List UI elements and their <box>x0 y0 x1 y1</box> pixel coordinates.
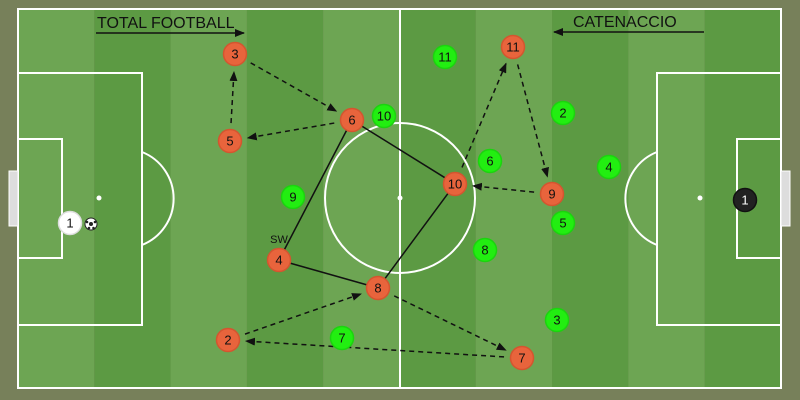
link-line <box>360 125 447 179</box>
orange-player-7-marker <box>509 345 535 371</box>
green-player-6[interactable]: 6 <box>477 148 503 174</box>
green-player-9[interactable]: 9 <box>280 184 306 210</box>
title-total-football: TOTAL FOOTBALL <box>97 15 235 32</box>
orange-player-7-number: 7 <box>518 351 525 366</box>
title-catenaccio: CATENACCIO <box>573 14 677 31</box>
left-goalkeeper-marker <box>57 210 83 236</box>
orange-player-4-marker <box>266 247 292 273</box>
orange-player-11[interactable]: 11 <box>500 34 526 60</box>
orange-player-11-number: 11 <box>506 40 520 55</box>
movement-lines <box>229 62 549 358</box>
pitch-stripe <box>475 9 553 388</box>
green-player-11-marker <box>432 44 458 70</box>
green-player-5-number: 5 <box>559 216 566 231</box>
orange-player-2-marker <box>215 327 241 353</box>
orange-player-10[interactable]: 10 <box>442 171 468 197</box>
orange-player-4[interactable]: 4 <box>266 247 292 273</box>
pitch-spots <box>96 195 703 201</box>
orange-player-11-marker <box>500 34 526 60</box>
movement-arrow <box>393 295 507 351</box>
orange-player-5-marker <box>217 128 243 154</box>
orange-player-10-marker <box>442 171 468 197</box>
orange-player-5[interactable]: 5 <box>217 128 243 154</box>
left-goal <box>8 170 19 227</box>
pitch-stripe <box>94 9 171 388</box>
left-goalkeeper-number: 1 <box>66 216 73 231</box>
green-player-11[interactable]: 11 <box>432 44 458 70</box>
green-player-4-number: 4 <box>605 160 612 175</box>
green-player-9-number: 9 <box>289 190 296 205</box>
link-line <box>289 262 368 286</box>
green-player-2-number: 2 <box>559 106 566 121</box>
orange-player-9-number: 9 <box>548 187 555 202</box>
green-player-6-marker <box>477 148 503 174</box>
green-player-2-marker <box>550 100 576 126</box>
green-player-6-number: 6 <box>486 154 493 169</box>
link-line <box>383 192 450 280</box>
orange-player-6[interactable]: 6 <box>339 107 365 133</box>
green-player-10[interactable]: 10 <box>371 103 397 129</box>
orange-player-3-marker <box>222 41 248 67</box>
orange-player-3[interactable]: 3 <box>222 41 248 67</box>
green-player-8-number: 8 <box>481 243 488 258</box>
green-player-10-marker <box>371 103 397 129</box>
movement-arrow <box>244 293 362 335</box>
orange-player-3-number: 3 <box>231 47 238 62</box>
green-player-8-marker <box>472 237 498 263</box>
orange-player-2[interactable]: 2 <box>215 327 241 353</box>
orange-player-4-number: 4 <box>275 253 282 268</box>
movement-arrow <box>471 182 535 193</box>
movement-arrow <box>250 62 338 112</box>
green-player-5-marker <box>550 210 576 236</box>
orange-player-2-number: 2 <box>224 333 231 348</box>
sweeper-label: SW <box>270 234 288 246</box>
orange-player-9-marker <box>539 181 565 207</box>
right-goalkeeper-number: 1 <box>741 193 748 208</box>
link-line <box>283 129 348 251</box>
goals <box>8 170 791 227</box>
orange-player-8-marker <box>365 275 391 301</box>
orange-player-8[interactable]: 8 <box>365 275 391 301</box>
pitch-stripe <box>18 9 95 388</box>
orange-player-6-number: 6 <box>348 113 355 128</box>
green-player-10-number: 10 <box>377 109 391 124</box>
green-player-3-marker <box>544 307 570 333</box>
movement-arrow <box>244 337 505 358</box>
movement-arrow <box>461 62 507 168</box>
soccer-ball-icon[interactable] <box>84 217 98 231</box>
orange-player-10-number: 10 <box>448 177 462 192</box>
orange-player-7[interactable]: 7 <box>509 345 535 371</box>
right-goalkeeper-marker <box>732 187 758 213</box>
green-player-7[interactable]: 7 <box>329 325 355 351</box>
green-player-3[interactable]: 3 <box>544 307 570 333</box>
green-player-3-number: 3 <box>553 313 560 328</box>
movement-arrow <box>516 64 549 178</box>
orange-player-5-number: 5 <box>226 134 233 149</box>
green-player-5[interactable]: 5 <box>550 210 576 236</box>
pitch-stripe <box>628 9 705 388</box>
green-player-9-marker <box>280 184 306 210</box>
green-player-4-marker <box>596 154 622 180</box>
green-player-7-marker <box>329 325 355 351</box>
orange-player-8-number: 8 <box>374 281 381 296</box>
green-player-4[interactable]: 4 <box>596 154 622 180</box>
green-player-11-number: 11 <box>438 50 452 65</box>
pitch-stripe <box>399 9 476 388</box>
green-player-8[interactable]: 8 <box>472 237 498 263</box>
orange-player-9[interactable]: 9 <box>539 181 565 207</box>
green-player-7-number: 7 <box>338 331 345 346</box>
movement-arrow <box>246 122 335 141</box>
pitch-stripe <box>323 9 400 388</box>
pitch-stripe <box>552 9 629 388</box>
right-goal <box>780 170 791 227</box>
orange-player-6-marker <box>339 107 365 133</box>
left-goalkeeper[interactable]: 1 <box>57 210 83 236</box>
right-goalkeeper[interactable]: 1 <box>732 187 758 213</box>
green-player-2[interactable]: 2 <box>550 100 576 126</box>
